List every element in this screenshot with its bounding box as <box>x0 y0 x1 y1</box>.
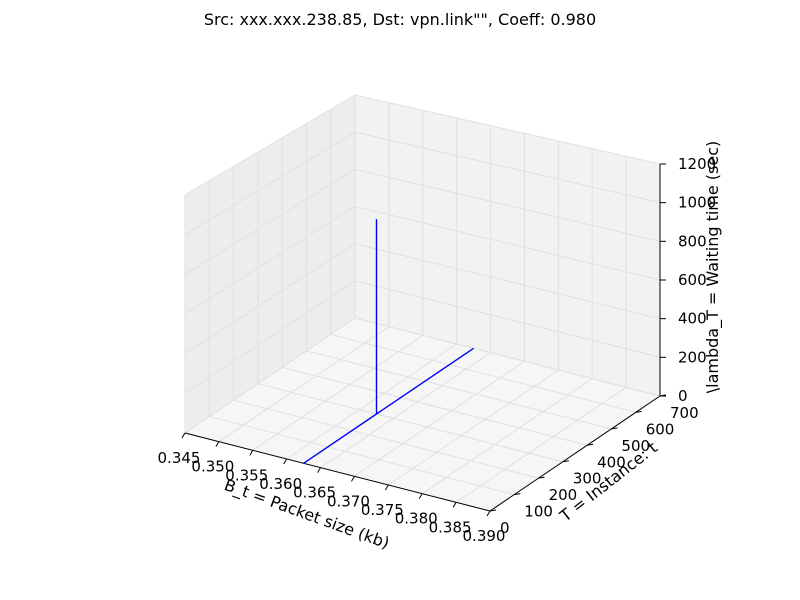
series-group <box>303 219 474 464</box>
z-tick-label: 600 <box>678 271 707 289</box>
z-grid-back <box>354 94 661 165</box>
x-tick <box>384 484 389 491</box>
x-grid-floor <box>388 369 559 486</box>
y-grid-floor <box>330 333 636 413</box>
x-grid-floor <box>320 352 491 469</box>
z-axis-label: \lambda_T = Waiting time (sec) <box>703 141 723 394</box>
z-grid-left <box>184 206 356 315</box>
x-tick <box>181 432 186 439</box>
chart-title: Src: xxx.xxx.238.85, Dst: vpn.link"", Co… <box>204 10 596 29</box>
z-grid-left <box>184 243 356 355</box>
x-tick-label: 0.350 <box>191 458 234 476</box>
z-grid-left <box>184 94 356 196</box>
x-tick <box>317 467 321 473</box>
x-tick <box>215 441 220 447</box>
z-grid-left <box>184 131 356 236</box>
z-grid-back <box>354 243 661 320</box>
x-tick-label: 0.385 <box>429 518 472 536</box>
z-tick-label: 1000 <box>678 194 716 212</box>
y-grid-floor <box>233 399 539 479</box>
x-tick-label: 0.375 <box>361 501 404 519</box>
x-tick-label: 0.360 <box>259 475 302 493</box>
x-tick-label: 0.390 <box>463 527 506 545</box>
z-tick-label: 400 <box>678 310 707 328</box>
x-grid-floor <box>354 360 525 477</box>
x-axis-line <box>184 432 491 512</box>
y-tick-label: 200 <box>549 486 578 504</box>
z-grid-left <box>184 317 356 434</box>
y-tick-label: 700 <box>670 404 699 422</box>
x-tick <box>486 510 491 517</box>
y-grid-floor <box>282 366 588 446</box>
back-pane <box>355 95 660 396</box>
x-tick-label: 0.370 <box>327 492 370 510</box>
z-grid-back <box>354 168 661 242</box>
x-grid-floor <box>286 343 457 460</box>
z-tick-label: 1200 <box>678 155 716 173</box>
x-grid-floor <box>421 378 593 495</box>
series-line-1 <box>303 347 474 464</box>
z-tick-label: 800 <box>678 232 707 250</box>
y-grid-floor <box>257 383 563 463</box>
x-tick <box>418 493 423 499</box>
z-grid-left <box>184 168 356 275</box>
x-tick <box>249 450 254 456</box>
x-tick <box>452 502 457 508</box>
y-grid-floor <box>306 350 612 430</box>
z-tick-label: 200 <box>678 348 707 366</box>
z-grid-back <box>354 206 661 281</box>
y-tick-label: 0 <box>500 519 510 537</box>
left-pane <box>185 95 355 433</box>
x-tick <box>351 476 355 482</box>
x-grid-floor <box>252 334 424 451</box>
x-grid-floor <box>218 326 390 443</box>
z-grid-back <box>354 131 661 204</box>
x-tick-label: 0.355 <box>225 466 268 484</box>
y-tick-label: 400 <box>597 453 626 471</box>
x-tick-label: 0.345 <box>158 449 201 467</box>
y-tick-label: 500 <box>621 437 650 455</box>
y-tick-label: 600 <box>646 420 675 438</box>
z-tick-label: 0 <box>678 387 688 405</box>
x-grid-floor <box>455 386 627 503</box>
x-tick-label: 0.365 <box>293 484 336 502</box>
z-grid-left <box>184 280 356 394</box>
axes: 0.3450.3500.3550.3600.3650.3700.3750.380… <box>158 155 717 545</box>
y-axis-line <box>489 395 661 512</box>
x-tick-label: 0.380 <box>395 510 438 528</box>
y-tick-label: 100 <box>524 503 553 521</box>
y-tick-label: 300 <box>573 470 602 488</box>
y-grid-floor <box>209 416 515 496</box>
z-grid-back <box>354 317 661 397</box>
z-grid-back <box>354 280 661 358</box>
x-tick <box>283 458 288 465</box>
